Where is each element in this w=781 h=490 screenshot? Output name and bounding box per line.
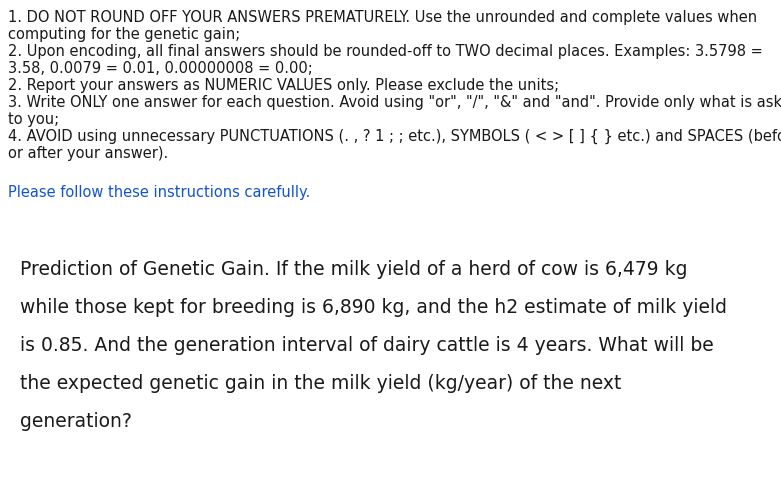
Text: is 0.85. And the generation interval of dairy cattle is 4 years. What will be: is 0.85. And the generation interval of … — [20, 336, 714, 355]
Text: computing for the genetic gain;: computing for the genetic gain; — [8, 27, 241, 42]
Text: while those kept for breeding is 6,890 kg, and the h2 estimate of milk yield: while those kept for breeding is 6,890 k… — [20, 298, 727, 317]
Text: to you;: to you; — [8, 112, 59, 127]
Text: 4. AVOID using unnecessary PUNCTUATIONS (. , ? 1 ; ; etc.), SYMBOLS ( < > [ ] { : 4. AVOID using unnecessary PUNCTUATIONS … — [8, 129, 781, 144]
Text: 2. Report your answers as NUMERIC VALUES only. Please exclude the units;: 2. Report your answers as NUMERIC VALUES… — [8, 78, 559, 93]
Text: 3.58, 0.0079 = 0.01, 0.00000008 = 0.00;: 3.58, 0.0079 = 0.01, 0.00000008 = 0.00; — [8, 61, 312, 76]
Text: the expected genetic gain in the milk yield (kg/year) of the next: the expected genetic gain in the milk yi… — [20, 374, 622, 393]
Text: or after your answer).: or after your answer). — [8, 146, 168, 161]
Text: 1. DO NOT ROUND OFF YOUR ANSWERS PREMATURELY. Use the unrounded and complete val: 1. DO NOT ROUND OFF YOUR ANSWERS PREMATU… — [8, 10, 757, 25]
Text: Please follow these instructions carefully.: Please follow these instructions careful… — [8, 185, 310, 200]
Text: 3. Write ONLY one answer for each question. Avoid using "or", "/", "&" and "and": 3. Write ONLY one answer for each questi… — [8, 95, 781, 110]
Text: Prediction of Genetic Gain. If the milk yield of a herd of cow is 6,479 kg: Prediction of Genetic Gain. If the milk … — [20, 260, 687, 279]
Text: generation?: generation? — [20, 412, 132, 431]
Text: 2. Upon encoding, all final answers should be rounded-off to TWO decimal places.: 2. Upon encoding, all final answers shou… — [8, 44, 763, 59]
